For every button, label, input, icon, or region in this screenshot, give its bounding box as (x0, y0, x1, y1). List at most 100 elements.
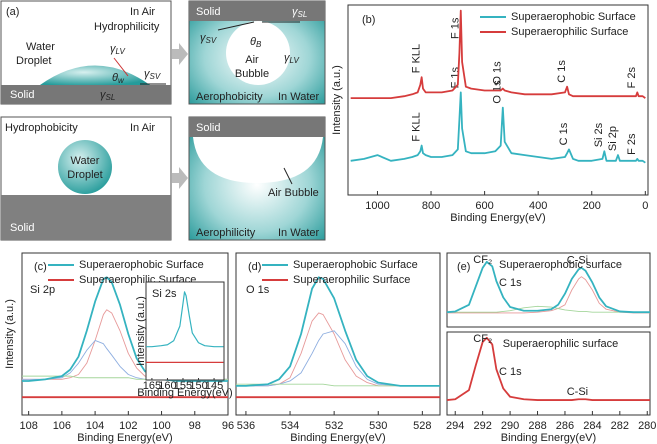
x-tick-label: 536 (237, 420, 255, 432)
legend-label: Superaerophilic Surface (511, 26, 628, 38)
legend-label: Superaerophilic Surface (293, 274, 410, 286)
x-tick-label: 528 (413, 420, 431, 432)
peak-label: O 1s (492, 61, 504, 85)
spectrum-line (236, 383, 440, 387)
peak-label: F 1s (450, 67, 462, 89)
x-axis-label: Binding Energy(eV) (77, 432, 172, 444)
symbol: γ (100, 89, 107, 101)
x-tick-label: 106 (53, 420, 71, 432)
panel-label: (c) (34, 261, 47, 273)
x-axis-label: Binding Energy(eV) (450, 212, 545, 224)
x-tick-label: 102 (119, 420, 137, 432)
peak-label: C-Si (567, 255, 588, 267)
object: Droplet (67, 169, 102, 181)
symbol: γLV (110, 43, 126, 56)
symbol: γSL (100, 89, 115, 102)
vector (113, 57, 129, 77)
x-tick-label: 165 (143, 380, 161, 392)
x-tick-label: 288 (528, 420, 546, 432)
x-tick-label: 96 (222, 420, 234, 432)
peak-label: C-Si (567, 386, 588, 398)
wetting: Aerophilicity (196, 227, 256, 239)
x-tick-label: 294 (446, 420, 464, 432)
subscript: B (256, 40, 262, 49)
annotation: C 1s (499, 277, 522, 289)
annotation: C 1s (499, 366, 522, 378)
wetting: Aerophobicity (196, 91, 263, 103)
symbol: γ (292, 6, 299, 18)
solid-label: Solid (196, 122, 220, 134)
solid (189, 1, 325, 21)
symbol: γ (110, 43, 117, 55)
spectrum-line (236, 330, 440, 387)
solid (1, 195, 171, 240)
y-axis-label: Intensity (a.u.) (331, 65, 343, 135)
x-tick-label: 1000 (365, 200, 389, 212)
peak-label: F 2s (626, 67, 638, 89)
object: Water (71, 155, 100, 167)
panel-a: (a) In Air Hydrophilicity Water Droplet … (0, 0, 326, 241)
x-tick-label: 145 (205, 380, 223, 392)
plot-frame (446, 252, 651, 328)
object: Droplet (16, 55, 51, 67)
x-tick-label: 104 (86, 420, 104, 432)
medium: In Air (130, 6, 155, 18)
x-tick-label: 284 (583, 420, 601, 432)
arrow (172, 167, 188, 189)
peak-label: O 1s (492, 80, 504, 104)
spectrum-line (350, 9, 646, 99)
annotation: O 1s (246, 284, 270, 296)
peak-label: F 1s (450, 17, 462, 39)
peak-label: C 1s (558, 122, 570, 145)
spectrum-line (446, 260, 650, 314)
symbol: γ (284, 52, 291, 64)
subscript: LV (290, 56, 300, 65)
x-axis-label: Binding Energy(eV) (137, 387, 232, 399)
x-tick-label: 280 (638, 420, 656, 432)
panel-label: (d) (248, 261, 261, 273)
annotation: Si 2p (30, 284, 55, 296)
x-tick-label: 108 (19, 420, 37, 432)
x-tick-label: 155 (174, 380, 192, 392)
x-tick-label: 400 (529, 200, 547, 212)
peak-label: Si 2p (607, 126, 619, 151)
legend-label: Superaerophobic Surface (293, 259, 418, 271)
spectrum-line (447, 305, 650, 313)
peak-label: CF₂ (473, 254, 492, 266)
droplet (40, 65, 150, 85)
peak-label: F KLL (411, 112, 423, 141)
symbol: γSV (144, 68, 161, 81)
x-tick-label: 290 (501, 420, 519, 432)
x-tick-label: 292 (473, 420, 491, 432)
x-tick-label: 534 (281, 420, 299, 432)
plot-frame (347, 4, 649, 196)
x-tick-label: 530 (369, 420, 387, 432)
legend-label: Superaerophobic Surface (79, 259, 204, 271)
spectrum-line (446, 336, 650, 401)
peak-label: Si 2s (593, 122, 605, 147)
bubble (226, 21, 290, 85)
x-tick-label: 150 (189, 380, 207, 392)
subscript: SL (298, 10, 308, 19)
object: Bubble (235, 68, 269, 80)
object: Air (245, 54, 259, 66)
peak-label: F KLL (411, 44, 423, 73)
symbol: γSV (200, 32, 217, 45)
object: Water (26, 41, 55, 53)
medium: In Water (278, 227, 319, 239)
subscript: SL (106, 93, 116, 102)
solid (189, 117, 325, 137)
legend-label: Superaerophobic Surface (511, 11, 636, 23)
x-tick-label: 286 (556, 420, 574, 432)
leader (283, 167, 293, 185)
peak-label: F 2s (626, 133, 638, 155)
y-axis-label: Intensity (a.u.) (4, 299, 16, 369)
panel-label: (a) (6, 6, 19, 18)
spectrum-line (22, 276, 228, 382)
symbol: γSL (292, 6, 307, 19)
x-tick-label: 600 (475, 200, 493, 212)
panel-label: (b) (362, 14, 375, 26)
y-axis-label: Intensity (a.u.) (135, 296, 147, 366)
x-tick-label: 98 (189, 420, 201, 432)
x-tick-label: 800 (422, 200, 440, 212)
